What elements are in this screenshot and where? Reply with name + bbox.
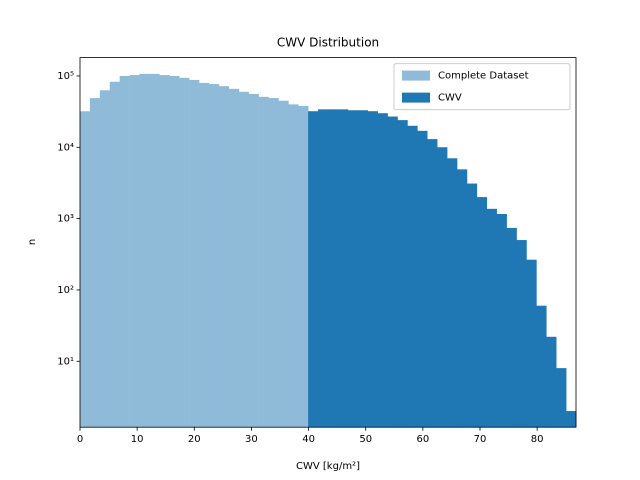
x-tick-label: 10	[131, 434, 144, 445]
x-tick-label: 50	[359, 434, 372, 445]
histogram-bar	[238, 91, 249, 428]
legend-label: Complete Dataset	[438, 71, 529, 82]
histogram-bar	[248, 93, 259, 428]
legend-box	[393, 63, 571, 111]
x-axis-label: CWV [kg/m²]	[296, 461, 360, 472]
histogram-bar	[357, 110, 368, 428]
histogram-bar	[556, 368, 567, 428]
histogram-bar	[169, 75, 180, 428]
histogram-bar	[80, 111, 91, 428]
histogram-bar	[387, 116, 398, 428]
histogram-bar	[496, 214, 507, 428]
histogram-bar	[337, 109, 349, 428]
histogram-bar	[516, 240, 527, 428]
histogram-bar	[218, 86, 230, 428]
histogram-bar	[506, 227, 517, 428]
histogram-bar	[99, 90, 111, 428]
y-tick-label: 10²	[57, 285, 74, 296]
histogram-bar	[486, 208, 497, 428]
histogram-bar	[298, 105, 309, 428]
histogram-bar	[526, 259, 537, 428]
x-tick-label: 60	[416, 434, 429, 445]
histogram-bar	[447, 158, 458, 428]
y-tick-label: 10⁴	[57, 142, 74, 153]
histogram-bar	[278, 100, 289, 428]
histogram-bar	[288, 104, 299, 428]
histogram-bar	[268, 98, 279, 428]
chart-title: CWV Distribution	[277, 36, 379, 50]
x-tick-label: 70	[474, 434, 487, 445]
histogram-bar	[109, 81, 120, 428]
x-tick-label: 20	[188, 434, 201, 445]
histogram-bar	[159, 75, 170, 428]
histogram-bar	[377, 113, 388, 428]
histogram-bar	[139, 73, 150, 428]
histogram-bar	[427, 139, 438, 428]
y-tick-label: 10³	[57, 214, 74, 225]
y-tick-label: 10¹	[57, 356, 74, 367]
histogram-bar	[546, 336, 557, 428]
x-tick-label: 30	[245, 434, 258, 445]
histogram-bar	[367, 111, 378, 428]
legend-label: CWV	[438, 93, 462, 104]
histogram-bar	[456, 169, 468, 428]
y-tick-label: 10⁵	[57, 71, 74, 82]
histogram-bar	[566, 411, 577, 428]
histogram-bar	[119, 75, 130, 428]
histogram-bar	[199, 82, 210, 428]
plot-frame	[79, 57, 577, 428]
histogram-bar	[466, 183, 478, 428]
x-tick-label: 80	[531, 434, 544, 445]
histogram-bar	[437, 147, 448, 428]
histogram-bar	[189, 79, 200, 428]
histogram-bar	[318, 109, 329, 428]
histogram-bar	[129, 75, 140, 428]
histogram-bar	[476, 197, 488, 428]
histogram-bar	[536, 305, 547, 428]
histogram-bar	[397, 120, 408, 428]
x-tick-label: 40	[302, 434, 315, 445]
legend-swatch	[402, 92, 430, 103]
histogram-bar	[89, 98, 101, 428]
histogram-bar	[347, 110, 359, 428]
histogram-bar	[417, 130, 428, 428]
histogram-bar	[208, 84, 220, 428]
histogram-bar	[228, 88, 240, 428]
x-tick-label: 0	[77, 434, 83, 445]
histogram-bar	[258, 96, 269, 428]
histogram-bar	[179, 77, 190, 428]
histogram-bar	[407, 125, 418, 428]
histogram-bar	[149, 73, 160, 428]
histogram-bar	[308, 111, 319, 428]
legend-swatch	[402, 70, 430, 81]
histogram-bar	[328, 109, 339, 428]
y-axis-label: n	[27, 239, 38, 245]
